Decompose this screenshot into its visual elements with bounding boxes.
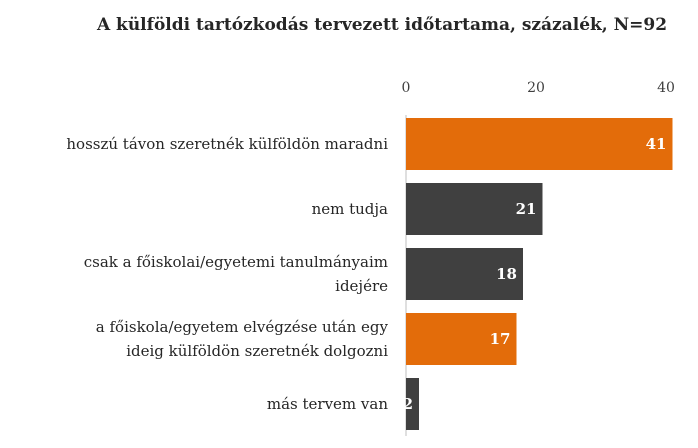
category-label: hosszú távon szeretnék külföldön maradni: [66, 135, 388, 153]
category-label: a főiskola/egyetem elvégzése után egy: [96, 318, 389, 336]
data-label: 17: [490, 330, 511, 348]
bars: 41 hosszú távon szeretnék külföldön marad…: [66, 118, 673, 430]
category-label: idejére: [335, 277, 388, 295]
tick-label: 40: [657, 80, 675, 96]
chart-title: A külföldi tartózkodás tervezett időtart…: [96, 15, 667, 35]
bar: [406, 248, 523, 300]
data-label: 2: [403, 395, 413, 413]
bar: [406, 118, 673, 170]
data-label: 41: [646, 135, 667, 153]
bar: [406, 183, 543, 235]
tick-label: 0: [402, 80, 411, 96]
tick-label: 20: [527, 80, 545, 96]
category-label: ideig külföldön szeretnék dolgozni: [126, 342, 388, 360]
data-label: 18: [496, 265, 517, 283]
bar: [406, 313, 517, 365]
data-label: 21: [516, 200, 537, 218]
category-label: nem tudja: [312, 200, 388, 218]
category-label: csak a főiskolai/egyetemi tanulmányaim: [84, 253, 388, 271]
category-label: más tervem van: [267, 395, 388, 413]
bar: [406, 378, 419, 430]
